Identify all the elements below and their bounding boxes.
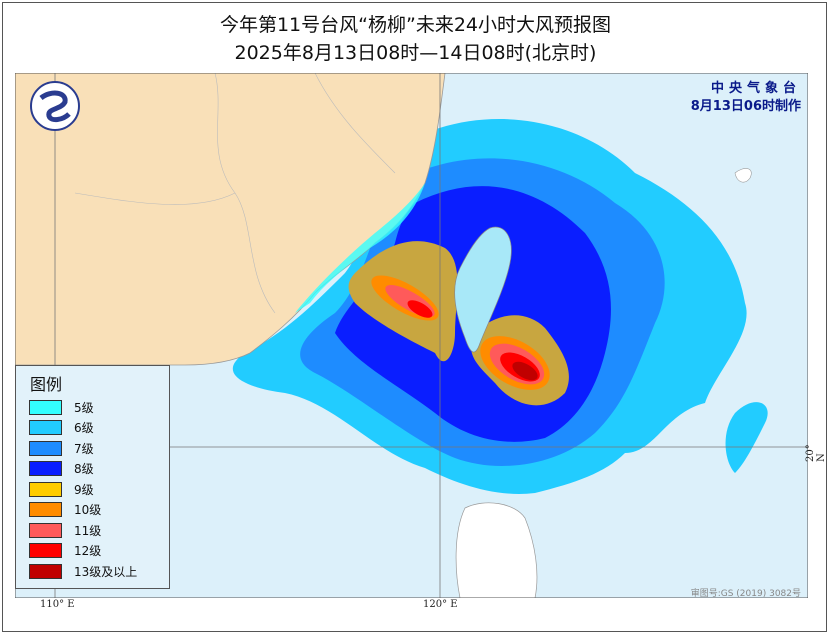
- legend-item: 8级: [29, 460, 94, 478]
- legend-swatch: [29, 461, 62, 476]
- map-subtitle: 2025年8月13日08时—14日08时(北京时): [234, 42, 597, 64]
- legend-label: 7级: [74, 441, 94, 456]
- legend-label: 13级及以上: [74, 564, 138, 579]
- issuer-block: 中央气象台 8月13日06时制作: [691, 80, 801, 116]
- legend-swatch: [29, 563, 62, 579]
- agency-name: 中央气象台: [710, 81, 801, 96]
- legend-label: 10级: [74, 503, 102, 517]
- legend-item: 9级: [29, 480, 94, 498]
- legend-item: 11级: [29, 521, 101, 539]
- legend-label: 6级: [74, 421, 94, 435]
- legend-swatch: [29, 522, 62, 538]
- legend-swatch: [29, 420, 62, 435]
- legend-label: 11级: [74, 523, 102, 538]
- map-title: 今年第11号台风“杨柳”未来24小时大风预报图: [219, 14, 612, 36]
- wind-zone-13: [512, 361, 538, 381]
- map-approval-number: 审图号:GS (2019) 3082号: [690, 589, 801, 599]
- cma-logo: [30, 81, 80, 131]
- legend-item: 13级及以上: [29, 562, 137, 580]
- legend: 图例 5级 6级 7级 8级 9级 10级 11级 12级 13级及以上: [15, 365, 170, 589]
- taiwan-island: [454, 226, 512, 353]
- legend-label: 5级: [74, 400, 94, 415]
- island: [734, 168, 752, 183]
- legend-swatch: [29, 399, 62, 415]
- legend-item: 12级: [29, 542, 101, 560]
- legend-swatch: [29, 440, 62, 456]
- issue-time: 8月13日06时制作: [690, 99, 801, 114]
- legend-label: 12级: [74, 544, 102, 558]
- luzon-island: [455, 502, 538, 598]
- legend-swatch: [29, 481, 62, 497]
- lat-label-20: 20° N: [805, 444, 827, 462]
- legend-item: 5级: [29, 398, 94, 416]
- wind-zone-12: [407, 300, 433, 318]
- legend-title: 图例: [30, 375, 63, 394]
- lon-label-120: 120° E: [423, 599, 458, 610]
- legend-item: 6级: [29, 419, 94, 437]
- legend-label: 8级: [74, 462, 94, 476]
- province-borders: [74, 73, 396, 314]
- lon-label-110: 110° E: [40, 599, 75, 610]
- wind-zone-6: [725, 402, 768, 473]
- legend-swatch: [29, 543, 62, 558]
- coastal-wind-zone-5: [295, 183, 425, 313]
- legend-label: 9级: [74, 482, 94, 497]
- legend-item: 10级: [29, 501, 101, 519]
- legend-swatch: [29, 502, 62, 517]
- legend-item: 7级: [29, 439, 94, 457]
